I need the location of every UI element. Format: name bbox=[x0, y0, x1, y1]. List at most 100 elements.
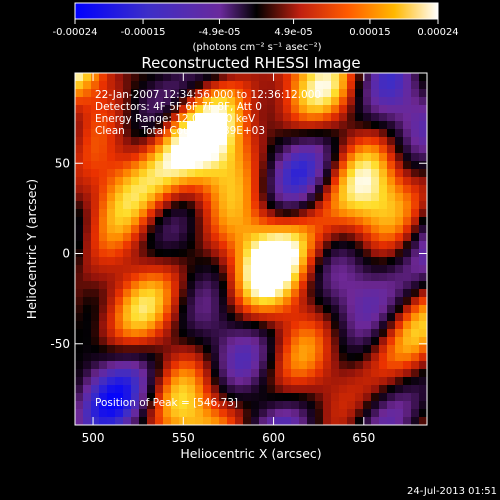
heatmap-cell bbox=[331, 305, 340, 314]
heatmap-cell bbox=[363, 377, 372, 386]
heatmap-cell bbox=[155, 273, 164, 282]
heatmap-cell bbox=[243, 241, 252, 250]
heatmap-cell bbox=[171, 201, 180, 210]
heatmap-cell bbox=[251, 217, 260, 226]
heatmap-cell bbox=[339, 265, 348, 274]
heatmap-cell bbox=[395, 169, 404, 178]
heatmap-cell bbox=[275, 305, 284, 314]
heatmap-cell bbox=[83, 169, 92, 178]
heatmap-cell bbox=[379, 417, 388, 426]
heatmap-cell bbox=[219, 121, 228, 130]
heatmap-cell bbox=[91, 265, 100, 274]
heatmap-cell bbox=[347, 289, 356, 298]
heatmap-cell bbox=[131, 369, 140, 378]
heatmap-cell bbox=[171, 409, 180, 418]
heatmap-cell bbox=[315, 161, 324, 170]
colorbar-tick-label: 4.9e-05 bbox=[274, 27, 312, 38]
heatmap-cell bbox=[267, 73, 276, 82]
heatmap-cell bbox=[363, 169, 372, 178]
heatmap-cell bbox=[203, 105, 212, 114]
heatmap-cell bbox=[195, 73, 204, 82]
heatmap-cell bbox=[235, 225, 244, 234]
heatmap-cell bbox=[107, 337, 116, 346]
heatmap-cell bbox=[395, 145, 404, 154]
heatmap-cell bbox=[131, 337, 140, 346]
heatmap-cell bbox=[163, 217, 172, 226]
heatmap-cell bbox=[379, 305, 388, 314]
heatmap-cell bbox=[259, 209, 268, 218]
heatmap-cell bbox=[299, 137, 308, 146]
heatmap-cell bbox=[347, 201, 356, 210]
heatmap-cell bbox=[91, 185, 100, 194]
heatmap-cell bbox=[163, 273, 172, 282]
heatmap-cell bbox=[347, 257, 356, 266]
heatmap-cell bbox=[323, 377, 332, 386]
heatmap-cell bbox=[299, 241, 308, 250]
heatmap-cell bbox=[363, 113, 372, 122]
heatmap-cell bbox=[371, 273, 380, 282]
heatmap-cell bbox=[339, 225, 348, 234]
heatmap-cell bbox=[347, 225, 356, 234]
heatmap-cell bbox=[411, 385, 420, 394]
heatmap-cell bbox=[75, 161, 84, 170]
heatmap-cell bbox=[291, 369, 300, 378]
heatmap-cell bbox=[379, 217, 388, 226]
heatmap-cell bbox=[91, 113, 100, 122]
heatmap-cell bbox=[91, 393, 100, 402]
heatmap-cell bbox=[419, 73, 428, 82]
heatmap-cell bbox=[211, 257, 220, 266]
heatmap-cell bbox=[139, 297, 148, 306]
heatmap-cell bbox=[75, 81, 84, 90]
heatmap-cell bbox=[419, 89, 428, 98]
heatmap-cell bbox=[307, 217, 316, 226]
heatmap-cell bbox=[99, 409, 108, 418]
heatmap-cell bbox=[275, 337, 284, 346]
heatmap-cell bbox=[355, 233, 364, 242]
heatmap-cell bbox=[371, 313, 380, 322]
heatmap-cell bbox=[419, 313, 428, 322]
heatmap-cell bbox=[419, 401, 428, 410]
heatmap-cell bbox=[355, 417, 364, 426]
heatmap-cell bbox=[227, 281, 236, 290]
heatmap-cell bbox=[75, 113, 84, 122]
heatmap-cell bbox=[187, 257, 196, 266]
heatmap-cell bbox=[219, 393, 228, 402]
heatmap-cell bbox=[267, 81, 276, 90]
heatmap-cell bbox=[195, 305, 204, 314]
heatmap-cell bbox=[251, 97, 260, 106]
heatmap-cell bbox=[355, 169, 364, 178]
heatmap-cell bbox=[219, 241, 228, 250]
heatmap-cell bbox=[147, 185, 156, 194]
heatmap-cell bbox=[155, 305, 164, 314]
heatmap-cell bbox=[419, 185, 428, 194]
heatmap-cell bbox=[371, 361, 380, 370]
heatmap-cell bbox=[139, 409, 148, 418]
heatmap-cell bbox=[147, 281, 156, 290]
heatmap-cell bbox=[75, 385, 84, 394]
heatmap-cell bbox=[403, 417, 412, 426]
heatmap-cell bbox=[267, 393, 276, 402]
heatmap-cell bbox=[419, 337, 428, 346]
heatmap-cell bbox=[227, 209, 236, 218]
heatmap-cell bbox=[331, 297, 340, 306]
heatmap-cell bbox=[387, 257, 396, 266]
heatmap-cell bbox=[179, 385, 188, 394]
heatmap-cell bbox=[147, 153, 156, 162]
heatmap-cell bbox=[147, 337, 156, 346]
heatmap-cell bbox=[283, 177, 292, 186]
heatmap-cell bbox=[99, 145, 108, 154]
heatmap-cell bbox=[339, 353, 348, 362]
heatmap-cell bbox=[331, 201, 340, 210]
heatmap-cell bbox=[179, 361, 188, 370]
heatmap-cell bbox=[419, 177, 428, 186]
heatmap-cell bbox=[211, 281, 220, 290]
heatmap-cell bbox=[355, 377, 364, 386]
heatmap-cell bbox=[371, 105, 380, 114]
heatmap-cell bbox=[291, 337, 300, 346]
heatmap-cell bbox=[107, 305, 116, 314]
heatmap-cell bbox=[371, 233, 380, 242]
heatmap-cell bbox=[179, 97, 188, 106]
heatmap-cell bbox=[323, 209, 332, 218]
heatmap-cell bbox=[323, 81, 332, 90]
heatmap-cell bbox=[307, 185, 316, 194]
